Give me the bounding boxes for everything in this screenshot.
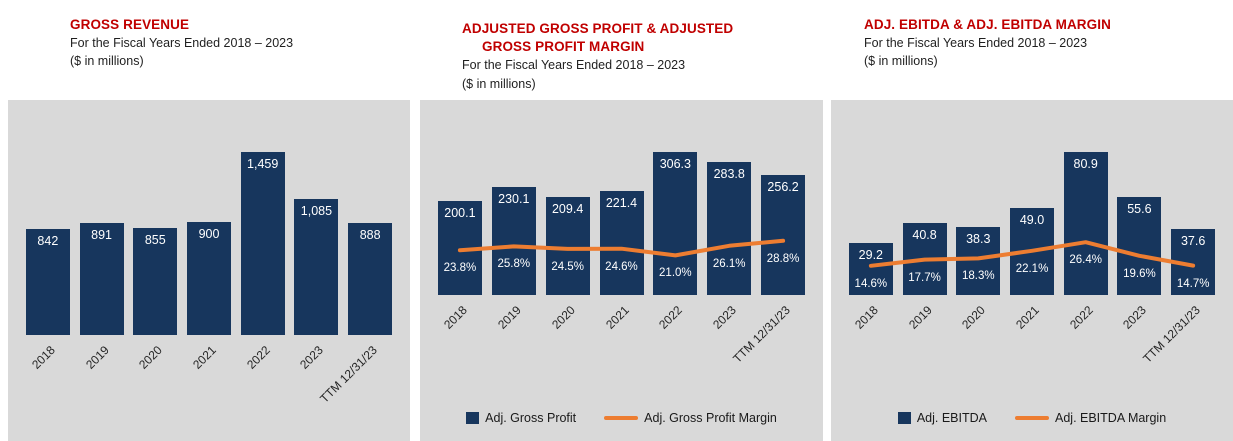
margin-pct-label: 19.6% [1123,267,1156,280]
margin-pct-label: 14.6% [854,277,888,290]
bar-2019 [79,223,124,335]
adj-gross-profit-title: ADJUSTED GROSS PROFIT & ADJUSTED [462,21,734,36]
legend-item-adj-gross-profit: Adj. Gross Profit [466,411,576,425]
margin-pct-label: 24.6% [605,260,638,273]
margin-pct-label: 26.1% [712,257,746,270]
bar-2021 [187,222,231,335]
margin-pct-label: 14.7% [1176,277,1210,290]
bar-value-label: 40.8 [912,228,937,242]
bar-swatch-icon [466,412,480,424]
margin-pct-label: 17.7% [908,271,941,284]
gross-revenue-chart: 842 2018 891 2019 855 2020 900 2021 1,459 2022 1,0… [8,100,410,441]
bar-value-label: 855 [144,233,166,247]
gross-revenue-plot-area: 842 2018 891 2019 855 2020 900 2021 1,459 2022 1,0… [8,100,410,441]
margin-pct-label: 28.8% [766,252,800,265]
adj-ebitda-header: ADJ. EBITDA & ADJ. EBITDA MARGIN For the… [864,16,1204,71]
bar-value-label: 256.2 [767,180,799,194]
bar-value-label: 29.2 [858,248,884,262]
bar-2023 [707,162,752,295]
legend-item-adj-ebitda: Adj. EBITDA [897,411,987,425]
bar-2022 [240,152,285,335]
line-swatch-icon [604,416,639,420]
bar-value-label: 55.6 [1127,202,1152,216]
bar-value-label: 49.0 [1019,213,1045,227]
bar-value-label: 888 [359,228,381,242]
adj-ebitda-legend: Adj. EBITDA Adj. EBITDA Margin [831,411,1233,425]
legend-item-adj-ebitda-margin: Adj. EBITDA Margin [1015,411,1166,425]
bar-value-label: 306.3 [659,157,691,171]
bar-value-label: 1,459 [247,157,279,171]
margin-pct-label: 25.8% [497,258,531,271]
bar-ttm-12-31-23 [348,223,393,335]
adj-gross-profit-legend: Adj. Gross Profit Adj. Gross Profit Marg… [420,411,823,425]
adj-ebitda-plot-area: 29.2 2018 40.8 2019 38.3 2020 49.0 2021 80.9 2022… [831,100,1233,441]
bar-value-label: 891 [91,228,112,242]
legend-label-adj-ebitda: Adj. EBITDA [916,411,987,425]
gross-revenue-units: ($ in millions) [70,54,144,69]
bar-value-label: 1,085 [300,204,333,218]
adj-ebitda-chart: 29.2 2018 40.8 2019 38.3 2020 49.0 2021 80.9 2022… [831,100,1233,441]
bar-value-label: 842 [37,234,59,248]
bar-value-label: 209.4 [551,202,584,216]
bar-2022 [653,152,698,295]
margin-pct-label: 22.1% [1015,262,1049,275]
bar-value-label: 80.9 [1073,157,1098,171]
gross-revenue-subtitle: For the Fiscal Years Ended 2018 – 2023 [70,36,294,51]
adj-ebitda-subtitle: For the Fiscal Years Ended 2018 – 2023 [864,36,1088,51]
line-swatch-icon [1015,416,1049,420]
bar-value-label: 283.8 [713,167,745,181]
adj-gross-profit-header: ADJUSTED GROSS PROFIT & ADJUSTED GROSS P… [462,20,782,93]
margin-pct-label: 21.0% [659,267,692,280]
adj-ebitda-title: ADJ. EBITDA & ADJ. EBITDA MARGIN [864,17,1111,32]
bar-ttm-12-31-23 [761,175,806,295]
bar-2022 [1063,152,1108,295]
adj-gross-profit-plot-area: 200.1 2018 230.1 2019 209.4 2020 221.4 2021 306.… [420,100,823,441]
bar-value-label: 230.1 [498,192,530,206]
margin-pct-label: 23.8% [443,262,477,275]
bar-value-label: 37.6 [1180,234,1206,248]
legend-label-adj-ebitda-margin: Adj. EBITDA Margin [1055,411,1167,425]
legend-label-adj-gross-profit-margin: Adj. Gross Profit Margin [644,411,777,425]
bar-value-label: 900 [198,227,220,241]
adj-gross-profit-units: ($ in millions) [462,76,536,91]
legend-label-adj-gross-profit: Adj. Gross Profit [485,411,577,425]
bar-2018 [25,229,70,335]
bar-value-label: 38.3 [966,232,991,246]
adj-gross-profit-subtitle: For the Fiscal Years Ended 2018 – 2023 [462,58,686,73]
adj-gross-profit-title-line2: GROSS PROFIT MARGIN [482,39,645,55]
legend-item-adj-gross-profit-margin: Adj. Gross Profit Margin [604,411,777,425]
adj-ebitda-units: ($ in millions) [864,54,938,69]
bar-swatch-icon [897,412,911,424]
bar-value-label: 221.4 [605,196,638,210]
margin-pct-label: 18.3% [961,270,995,283]
gross-revenue-header: GROSS REVENUE For the Fiscal Years Ended… [70,16,380,71]
margin-pct-label: 26.4% [1069,254,1102,267]
bar-2020 [133,228,178,335]
bar-value-label: 200.1 [444,206,476,220]
bar-2023 [294,199,339,335]
gross-revenue-title: GROSS REVENUE [70,17,190,32]
adj-gross-profit-chart: 200.1 2018 230.1 2019 209.4 2020 221.4 2021 306.… [420,100,823,441]
margin-pct-label: 24.5% [551,260,584,273]
